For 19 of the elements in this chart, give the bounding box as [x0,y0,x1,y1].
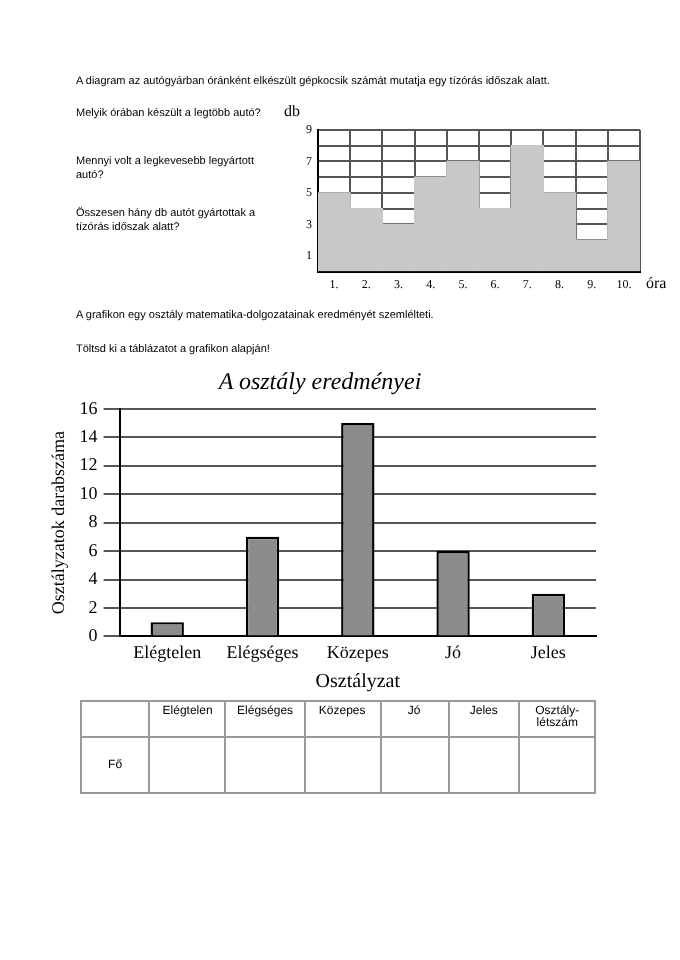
y-axis-title: Osztályzatok darabszáma [47,430,68,615]
x-axis-title: óra [646,273,668,292]
chart-title: A osztály eredményei [216,366,422,395]
y-tick-label: 10 [79,482,99,503]
y-tick-label: 12 [79,454,98,475]
x-tick-label: Közepes [326,641,390,662]
x-axis-title: Osztályzat [315,671,401,694]
x-tick-label: Elégtelen [133,641,203,662]
y-tick-label: 8 [88,511,99,532]
y-axis-title: db [284,102,300,121]
x-tick-label: Jeles [530,641,567,662]
y-tick-label: 4 [88,568,99,589]
x-tick-label: Jó [445,641,463,662]
y-tick-label: 6 [88,539,99,560]
y-tick-label: 0 [88,625,99,646]
y-tick-label: 2 [88,596,98,617]
x-tick-label: Elégséges [226,641,300,662]
y-tick-label: 16 [79,397,99,418]
y-tick-label: 14 [79,425,99,446]
